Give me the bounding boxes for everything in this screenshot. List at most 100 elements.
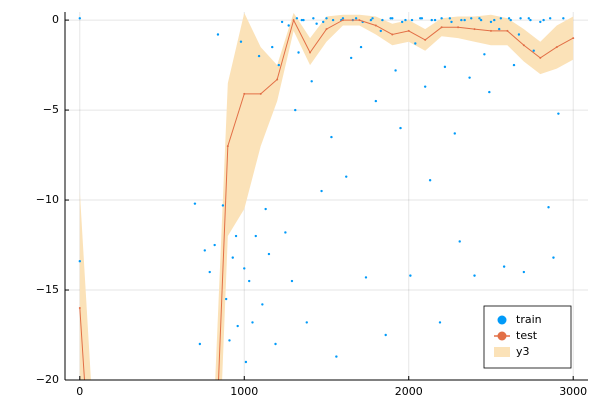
scatter-point [254, 234, 257, 238]
scatter-point [458, 240, 461, 243]
scatter-point [239, 40, 243, 43]
line-point [457, 26, 460, 29]
scatter-point [423, 85, 427, 88]
scatter-point [284, 231, 287, 234]
scatter-point [479, 18, 483, 22]
scatter-point [295, 17, 299, 20]
scatter-point [478, 17, 481, 20]
legend-label: test [516, 329, 538, 342]
scatter-point [271, 45, 274, 49]
line-point [374, 24, 377, 27]
scatter-point [331, 18, 335, 22]
scatter-point [369, 18, 373, 22]
scatter-point [433, 18, 437, 22]
scatter-point [450, 20, 453, 24]
scatter-point [374, 99, 378, 103]
scatter-point [502, 265, 506, 268]
y-tick-label: −20 [36, 373, 59, 386]
scatter-point [394, 69, 397, 72]
scatter-point [305, 321, 308, 324]
legend-marker [497, 331, 507, 341]
scatter-point [517, 33, 521, 36]
scatter-point [302, 18, 305, 22]
scatter-point [359, 45, 363, 49]
scatter-point [509, 18, 512, 22]
scatter-point [216, 33, 220, 36]
legend: train test y3 [483, 305, 572, 369]
scatter-point [532, 49, 535, 52]
line-point [391, 33, 394, 36]
scatter-point [294, 108, 297, 112]
x-tick-label: 0 [76, 385, 83, 398]
line-point [292, 19, 295, 22]
x-tick-label: 3000 [559, 385, 587, 398]
scatter-point [193, 202, 197, 205]
scatter-point [562, 17, 565, 20]
scatter-point [493, 18, 496, 22]
scatter-point [489, 20, 493, 24]
scatter-point [310, 80, 313, 83]
scatter-point [379, 29, 382, 33]
line-point [325, 28, 328, 31]
scatter-point [341, 17, 345, 20]
line-point [539, 56, 542, 59]
line-point [226, 145, 229, 148]
scatter-point [198, 342, 202, 346]
line-point [243, 92, 246, 95]
line-point [259, 92, 262, 95]
scatter-point [330, 135, 333, 139]
scatter-point [499, 17, 503, 20]
scatter-point [460, 18, 463, 22]
scatter-point [448, 17, 452, 20]
line-point [341, 19, 344, 22]
scatter-point [203, 249, 206, 252]
scatter-point [529, 18, 532, 22]
scatter-point [335, 355, 338, 358]
y-tick-label: −5 [43, 103, 59, 116]
scatter-point [527, 17, 530, 20]
scatter-point [274, 342, 277, 346]
line-point [473, 28, 476, 31]
scatter-point [453, 132, 456, 135]
scatter-point [497, 27, 501, 31]
scatter-point [391, 17, 394, 20]
scatter-point [78, 260, 82, 263]
scatter-point [470, 17, 473, 20]
scatter-point [280, 20, 284, 24]
scatter-point [364, 276, 368, 279]
scatter-point [381, 18, 384, 22]
axes: 0 1000 2000 3000 −20 −15 −10 −5 0 [36, 12, 588, 398]
y-tick-label: 0 [52, 13, 59, 26]
scatter-point [473, 274, 476, 277]
scatter-point [389, 17, 392, 20]
scatter-point [488, 90, 491, 94]
scatter-point [345, 175, 348, 178]
scatter-point [231, 256, 234, 259]
x-tick-label: 2000 [395, 385, 423, 398]
scatter-point [213, 243, 216, 247]
line-point [572, 37, 575, 40]
legend-label: y3 [516, 345, 530, 358]
scatter-point [420, 17, 424, 20]
scatter-point [519, 17, 522, 20]
x-tick-label: 1000 [230, 385, 258, 398]
scatter-point [409, 274, 412, 277]
scatter-point [277, 63, 281, 67]
line-point [506, 29, 509, 32]
scatter-point [243, 267, 246, 270]
scatter-point [522, 270, 526, 274]
scatter-point [325, 17, 328, 20]
scatter-point [400, 20, 404, 24]
scatter-point [264, 207, 267, 211]
y-tick-label: −15 [36, 283, 59, 296]
scatter-point [320, 189, 323, 193]
scatter-point [404, 18, 407, 22]
scatter-point [548, 17, 552, 20]
scatter-point [234, 234, 238, 238]
scatter-point [267, 252, 271, 256]
scatter-point [297, 51, 300, 54]
scatter-point [384, 333, 387, 337]
scatter-point [251, 321, 254, 324]
scatter-point [547, 206, 550, 209]
